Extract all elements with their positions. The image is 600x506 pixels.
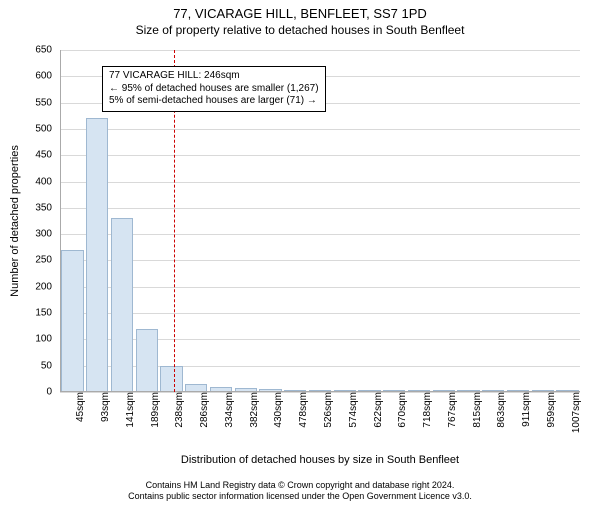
bar xyxy=(61,250,83,392)
bar xyxy=(86,118,108,392)
footer-line1: Contains HM Land Registry data © Crown c… xyxy=(0,480,600,491)
x-axis-tick-labels: 45sqm 93sqm 141sqm 189sqm 238sqm 286sqm 334sqm… xyxy=(60,392,580,444)
chart-title: 77, VICARAGE HILL, BENFLEET, SS7 1PD xyxy=(0,6,600,21)
y-tick-label: 450 xyxy=(22,150,52,161)
bar xyxy=(111,218,133,392)
bar xyxy=(136,329,158,392)
x-tick-label: 526sqm xyxy=(323,392,334,442)
x-tick-label: 93sqm xyxy=(100,392,111,442)
y-tick-label: 300 xyxy=(22,229,52,240)
y-tick-label: 650 xyxy=(22,45,52,56)
y-tick-label: 150 xyxy=(22,308,52,319)
x-tick-label: 670sqm xyxy=(397,392,408,442)
x-tick-label: 430sqm xyxy=(273,392,284,442)
info-box-line2: ← 95% of detached houses are smaller (1,… xyxy=(109,83,319,96)
y-tick-label: 550 xyxy=(22,97,52,108)
x-tick-label: 382sqm xyxy=(249,392,260,442)
info-box: 77 VICARAGE HILL: 246sqm← 95% of detache… xyxy=(102,66,326,112)
x-tick-label: 189sqm xyxy=(150,392,161,442)
footer-attribution: Contains HM Land Registry data © Crown c… xyxy=(0,480,600,503)
y-axis-title: Number of detached properties xyxy=(9,145,21,297)
y-axis-line xyxy=(60,50,61,392)
x-tick-label: 334sqm xyxy=(224,392,235,442)
y-tick-label: 50 xyxy=(22,360,52,371)
x-tick-label: 622sqm xyxy=(373,392,384,442)
y-tick-label: 600 xyxy=(22,71,52,82)
info-box-line1: 77 VICARAGE HILL: 246sqm xyxy=(109,70,319,83)
x-tick-label: 238sqm xyxy=(174,392,185,442)
y-tick-label: 400 xyxy=(22,176,52,187)
x-tick-label: 959sqm xyxy=(546,392,557,442)
y-tick-label: 200 xyxy=(22,281,52,292)
x-axis-title: Distribution of detached houses by size … xyxy=(60,454,580,466)
x-tick-label: 911sqm xyxy=(521,392,532,442)
x-tick-label: 767sqm xyxy=(447,392,458,442)
x-tick-label: 478sqm xyxy=(298,392,309,442)
y-tick-label: 350 xyxy=(22,202,52,213)
x-tick-label: 718sqm xyxy=(422,392,433,442)
plot-area: 77 VICARAGE HILL: 246sqm← 95% of detache… xyxy=(60,50,580,392)
y-tick-label: 250 xyxy=(22,255,52,266)
x-tick-label: 1007sqm xyxy=(571,392,582,442)
footer-line2: Contains public sector information licen… xyxy=(0,491,600,502)
bar xyxy=(160,366,182,392)
x-tick-label: 141sqm xyxy=(125,392,136,442)
x-tick-label: 45sqm xyxy=(75,392,86,442)
y-axis-title-wrap: Number of detached properties xyxy=(8,50,22,392)
y-tick-label: 100 xyxy=(22,334,52,345)
chart-subtitle: Size of property relative to detached ho… xyxy=(0,23,600,37)
x-tick-label: 863sqm xyxy=(496,392,507,442)
x-tick-label: 815sqm xyxy=(472,392,483,442)
y-tick-label: 0 xyxy=(22,387,52,398)
x-tick-label: 286sqm xyxy=(199,392,210,442)
x-tick-label: 574sqm xyxy=(348,392,359,442)
y-tick-label: 500 xyxy=(22,123,52,134)
y-axis-tick-labels: 050100150200250300350400450500550600650 xyxy=(22,50,56,392)
info-box-line3: 5% of semi-detached houses are larger (7… xyxy=(109,95,319,108)
